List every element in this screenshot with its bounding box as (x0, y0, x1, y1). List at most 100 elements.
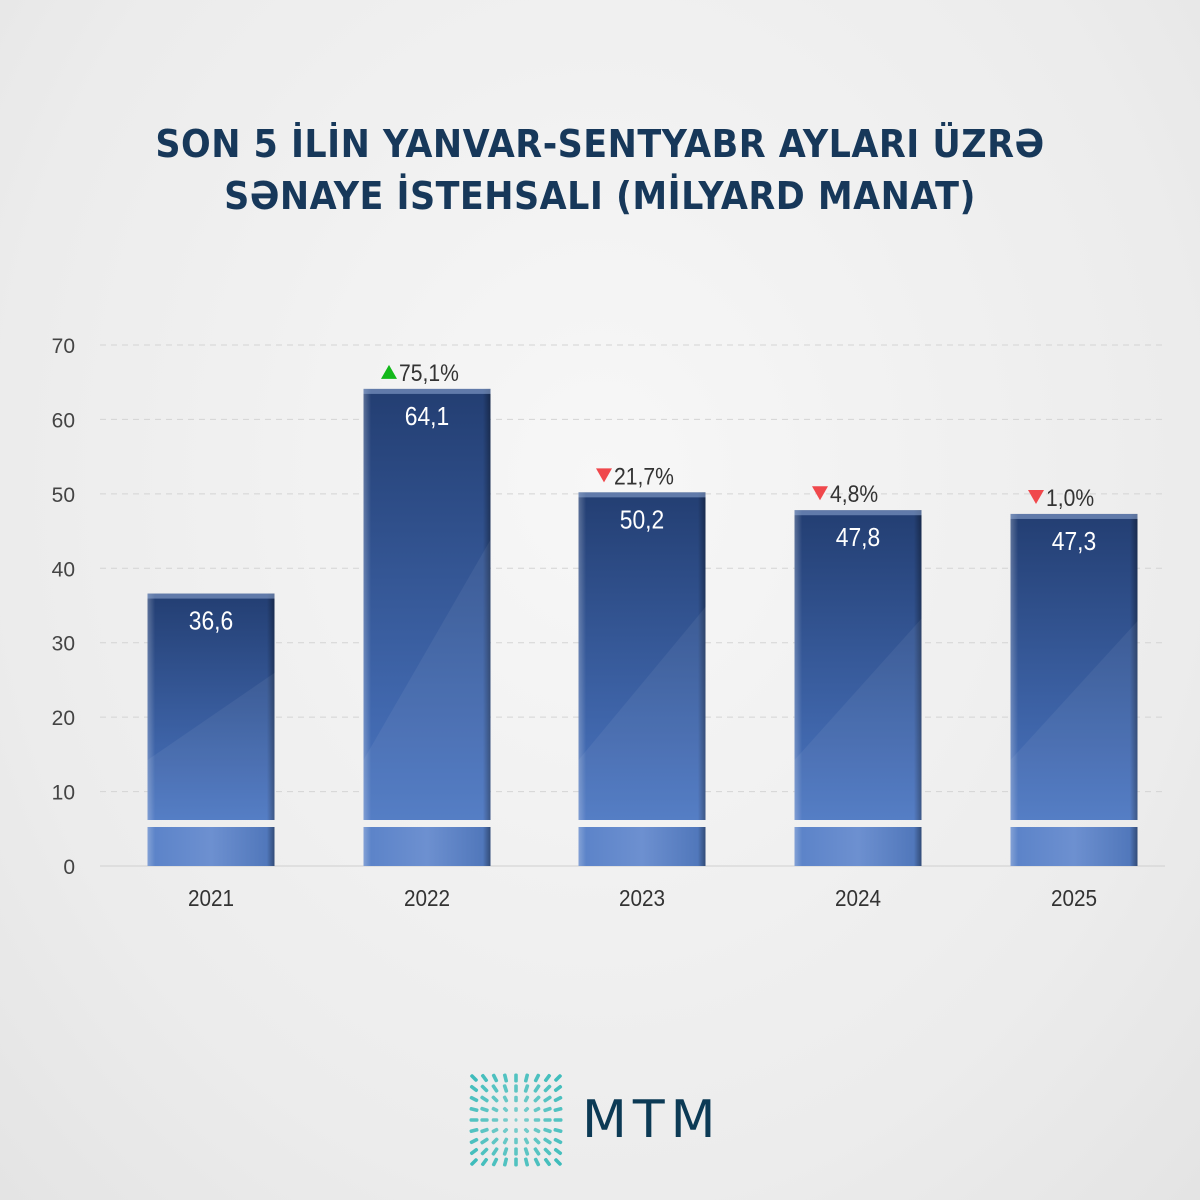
bar-base-shade (794, 827, 922, 866)
logo-dash (553, 1137, 563, 1145)
x-tick-label: 2023 (619, 885, 665, 911)
y-tick-label: 40 (52, 558, 75, 581)
bar-base-shade (1010, 827, 1138, 866)
logo-dash (533, 1106, 541, 1113)
logo-dash (491, 1137, 499, 1145)
logo-dash (543, 1095, 552, 1103)
logo-dash (543, 1084, 552, 1093)
logo-dash (491, 1147, 499, 1156)
logo-dash (480, 1127, 489, 1134)
logo-dash (502, 1127, 509, 1134)
logo-dash (514, 1095, 518, 1103)
title-line-1: SON 5 İLİN YANVAR-SENTYABR AYLARI ÜZRƏ (155, 122, 1045, 166)
logo-dash (514, 1128, 518, 1133)
bar-gloss (578, 607, 706, 820)
value-label: 47,8 (836, 524, 880, 553)
logo-dash (553, 1147, 563, 1156)
logo-dash (523, 1127, 530, 1134)
logo-dash (543, 1147, 552, 1156)
change-label: 4,8% (830, 481, 878, 508)
logo-dash (469, 1106, 479, 1113)
bar-shade (1010, 513, 1138, 820)
bar-base-shade (147, 827, 275, 866)
bar-top-edge (147, 593, 275, 599)
logo-dash (502, 1073, 509, 1083)
logo-dash (491, 1073, 499, 1083)
logo-dash (480, 1118, 489, 1122)
arrow-down-icon (596, 468, 612, 483)
change-label: 75,1% (399, 360, 459, 387)
logo-dash (523, 1137, 530, 1145)
logo-dash (491, 1127, 499, 1134)
logo-dash (469, 1127, 479, 1134)
logo-dash (533, 1118, 541, 1122)
value-label: 36,6 (189, 607, 233, 636)
logo-dash (480, 1095, 489, 1103)
logo-dash (543, 1106, 552, 1113)
bar-base-shade (578, 827, 706, 866)
logo-dash (523, 1157, 530, 1167)
y-tick-label: 20 (52, 707, 75, 730)
logo-dash (553, 1118, 563, 1122)
bar-top-edge (363, 388, 491, 394)
logo-dash (523, 1095, 530, 1103)
logo-dash (543, 1073, 552, 1083)
x-tick-label: 2025 (1051, 885, 1097, 911)
logo-dash (491, 1118, 499, 1122)
logo-dash (480, 1106, 489, 1113)
logo-dash (503, 1118, 508, 1122)
value-label: 64,1 (405, 403, 449, 432)
logo-dash (533, 1147, 541, 1156)
logo-dash (514, 1107, 518, 1112)
logo-mark-icon (469, 1073, 563, 1167)
logo-dash (514, 1073, 518, 1083)
logo-dash (524, 1118, 529, 1122)
logo-dash (502, 1084, 509, 1093)
logo-dash (514, 1137, 518, 1145)
x-tick-label: 2021 (188, 885, 234, 911)
bar-shade (794, 510, 922, 820)
logo-dash (469, 1137, 479, 1145)
arrow-up-icon (381, 364, 397, 379)
bar-top-edge (794, 510, 922, 516)
logo-dash (523, 1084, 530, 1093)
logo-dash (514, 1084, 518, 1093)
value-label: 47,3 (1052, 528, 1096, 557)
y-tick-label: 50 (52, 484, 75, 507)
bar-top-edge (1010, 513, 1138, 519)
logo-text: MTM (582, 1090, 722, 1150)
value-label: 50,2 (620, 506, 664, 535)
logo-dash (543, 1127, 552, 1134)
y-tick-label: 60 (52, 409, 75, 432)
logo-dash (533, 1095, 541, 1103)
mtm-logo: MTM (468, 1072, 722, 1168)
logo-dash (502, 1095, 509, 1103)
arrow-down-icon (1028, 489, 1044, 504)
logo-dash (469, 1095, 479, 1103)
logo-dash (543, 1118, 552, 1122)
logo-dash (523, 1073, 530, 1083)
logo-dash (553, 1106, 563, 1113)
bar-shade (147, 593, 275, 820)
logo-dash (533, 1157, 541, 1167)
logo-dash (469, 1147, 479, 1156)
x-tick-label: 2022 (404, 885, 450, 911)
logo-dash (502, 1106, 509, 1113)
logo-dash (543, 1137, 552, 1145)
logo-dash (480, 1147, 489, 1156)
title-line-2: SƏNAYE İSTEHSALI (MİLYARD MANAT) (224, 174, 976, 218)
logo-dash (533, 1073, 541, 1083)
bar-gloss (363, 539, 491, 820)
logo-dash (491, 1157, 499, 1167)
logo-dash (469, 1118, 479, 1122)
logo-dash (543, 1157, 552, 1167)
y-tick-label: 10 (52, 782, 75, 805)
logo-dash (533, 1137, 541, 1145)
bar-base-shade (363, 827, 491, 866)
logo-dash (523, 1106, 530, 1113)
y-tick-label: 30 (52, 633, 75, 656)
arrow-down-icon (812, 486, 828, 501)
y-tick-label: 70 (52, 335, 75, 358)
bar-shade (363, 388, 491, 820)
bar-gloss (794, 618, 922, 820)
